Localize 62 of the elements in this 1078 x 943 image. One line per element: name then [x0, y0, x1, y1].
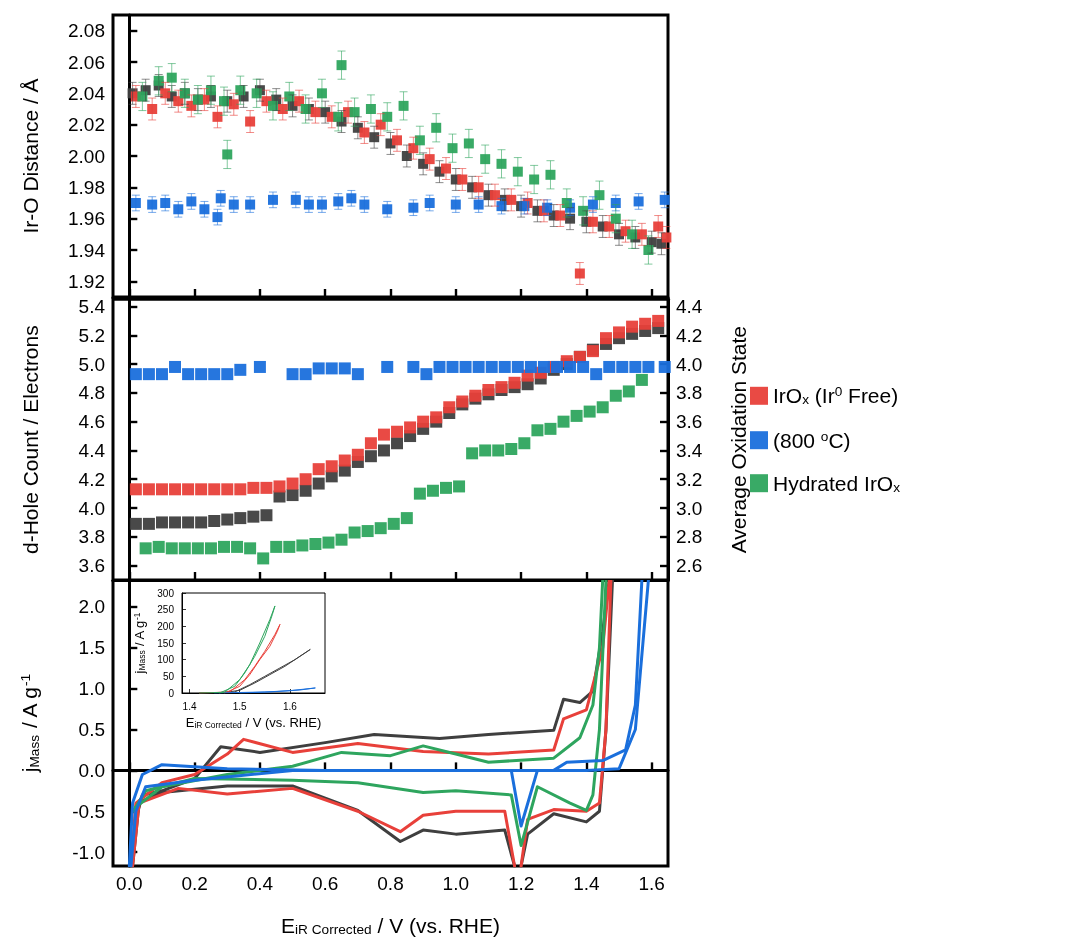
- y2-tick-label: 2.8: [676, 526, 703, 548]
- y-tick-label: 5.2: [78, 324, 105, 346]
- y-tick-label: 2.0: [78, 596, 105, 618]
- y-axis-title: jMass / A g-1: [132, 612, 148, 675]
- y-tick-label: 4.2: [78, 468, 105, 490]
- y-tick-label: 1.5: [78, 637, 105, 659]
- x-tick-label: 0.6: [311, 873, 339, 894]
- y-tick-label: 1.98: [68, 176, 105, 198]
- legend-label: Hydrated IrOx: [773, 471, 901, 495]
- y-tick-label: 0.0: [78, 759, 105, 781]
- y2-tick-label: 4.0: [676, 353, 703, 375]
- x-tick-label: 1.0: [442, 873, 470, 894]
- y-tick-label: 50: [162, 670, 175, 682]
- x-tick-label: 1.5: [232, 700, 248, 712]
- y-tick-label: 200: [157, 620, 175, 632]
- y-tick-label: 1.92: [68, 270, 105, 292]
- y-tick-label: 250: [157, 604, 175, 616]
- y-tick-label: 0.5: [78, 719, 105, 741]
- x-tick-label: 1.4: [573, 873, 601, 894]
- y-tick-label: 3.6: [78, 555, 105, 577]
- y2-tick-label: 4.4: [676, 296, 703, 317]
- y-tick-label: 150: [157, 637, 175, 649]
- y-tick-label: -0.5: [72, 800, 105, 822]
- x-tick-label: 0.2: [181, 873, 208, 894]
- x-tick-label: 1.4: [182, 700, 197, 712]
- y-tick-label: 4.6: [78, 411, 105, 433]
- y-tick-label: 1.94: [68, 239, 106, 261]
- y-tick-label: 2.08: [68, 20, 105, 42]
- y2-tick-label: 4.2: [676, 324, 703, 346]
- y-tick-label: 2.02: [68, 114, 105, 136]
- y2-tick-label: 3.2: [676, 468, 703, 490]
- y2-tick-label: 3.8: [676, 382, 703, 404]
- x-axis-title: EiR Corrected / V (vs. RHE): [281, 913, 500, 937]
- y2-axis-title: Average Oxidation State: [727, 326, 750, 554]
- y-tick-label: 2.06: [68, 51, 105, 73]
- y2-tick-label: 3.6: [676, 411, 703, 433]
- x-tick-label: 1.6: [638, 873, 665, 894]
- y-tick-label: -1.0: [72, 841, 105, 863]
- y2-tick-label: 3.0: [676, 497, 703, 519]
- x-tick-label: 0.0: [116, 873, 143, 894]
- y-tick-label: 300: [157, 587, 175, 599]
- y-axis-title: jMass / A g-1: [18, 673, 42, 774]
- x-tick-label: 1.6: [282, 700, 298, 712]
- x-tick-label: 1.2: [507, 873, 535, 894]
- x-axis-title: EiR Corrected / V (vs. RHE): [185, 714, 322, 730]
- y-tick-label: 1.96: [68, 208, 105, 230]
- y-tick-label: 4.8: [78, 382, 105, 404]
- y-axis-title: Ir-O Distance / Å: [19, 78, 42, 234]
- y-tick-label: 3.8: [78, 526, 105, 548]
- y-tick-label: 4.0: [78, 497, 105, 519]
- y2-tick-label: 3.4: [676, 439, 703, 461]
- y-tick-label: 100: [157, 654, 175, 666]
- y-tick-label: 4.4: [78, 439, 106, 461]
- y-axis-title: d-Hole Count / Electrons: [19, 325, 42, 555]
- y-tick-label: 2.04: [68, 82, 106, 104]
- y-tick-label: 0: [168, 687, 175, 699]
- x-tick-label: 0.4: [246, 873, 274, 894]
- x-tick-label: 0.8: [377, 873, 404, 894]
- y-tick-label: 5.0: [78, 353, 105, 375]
- y-tick-label: 2.00: [68, 145, 105, 167]
- y2-tick-label: 2.6: [676, 555, 703, 577]
- y-tick-label: 5.4: [78, 296, 106, 317]
